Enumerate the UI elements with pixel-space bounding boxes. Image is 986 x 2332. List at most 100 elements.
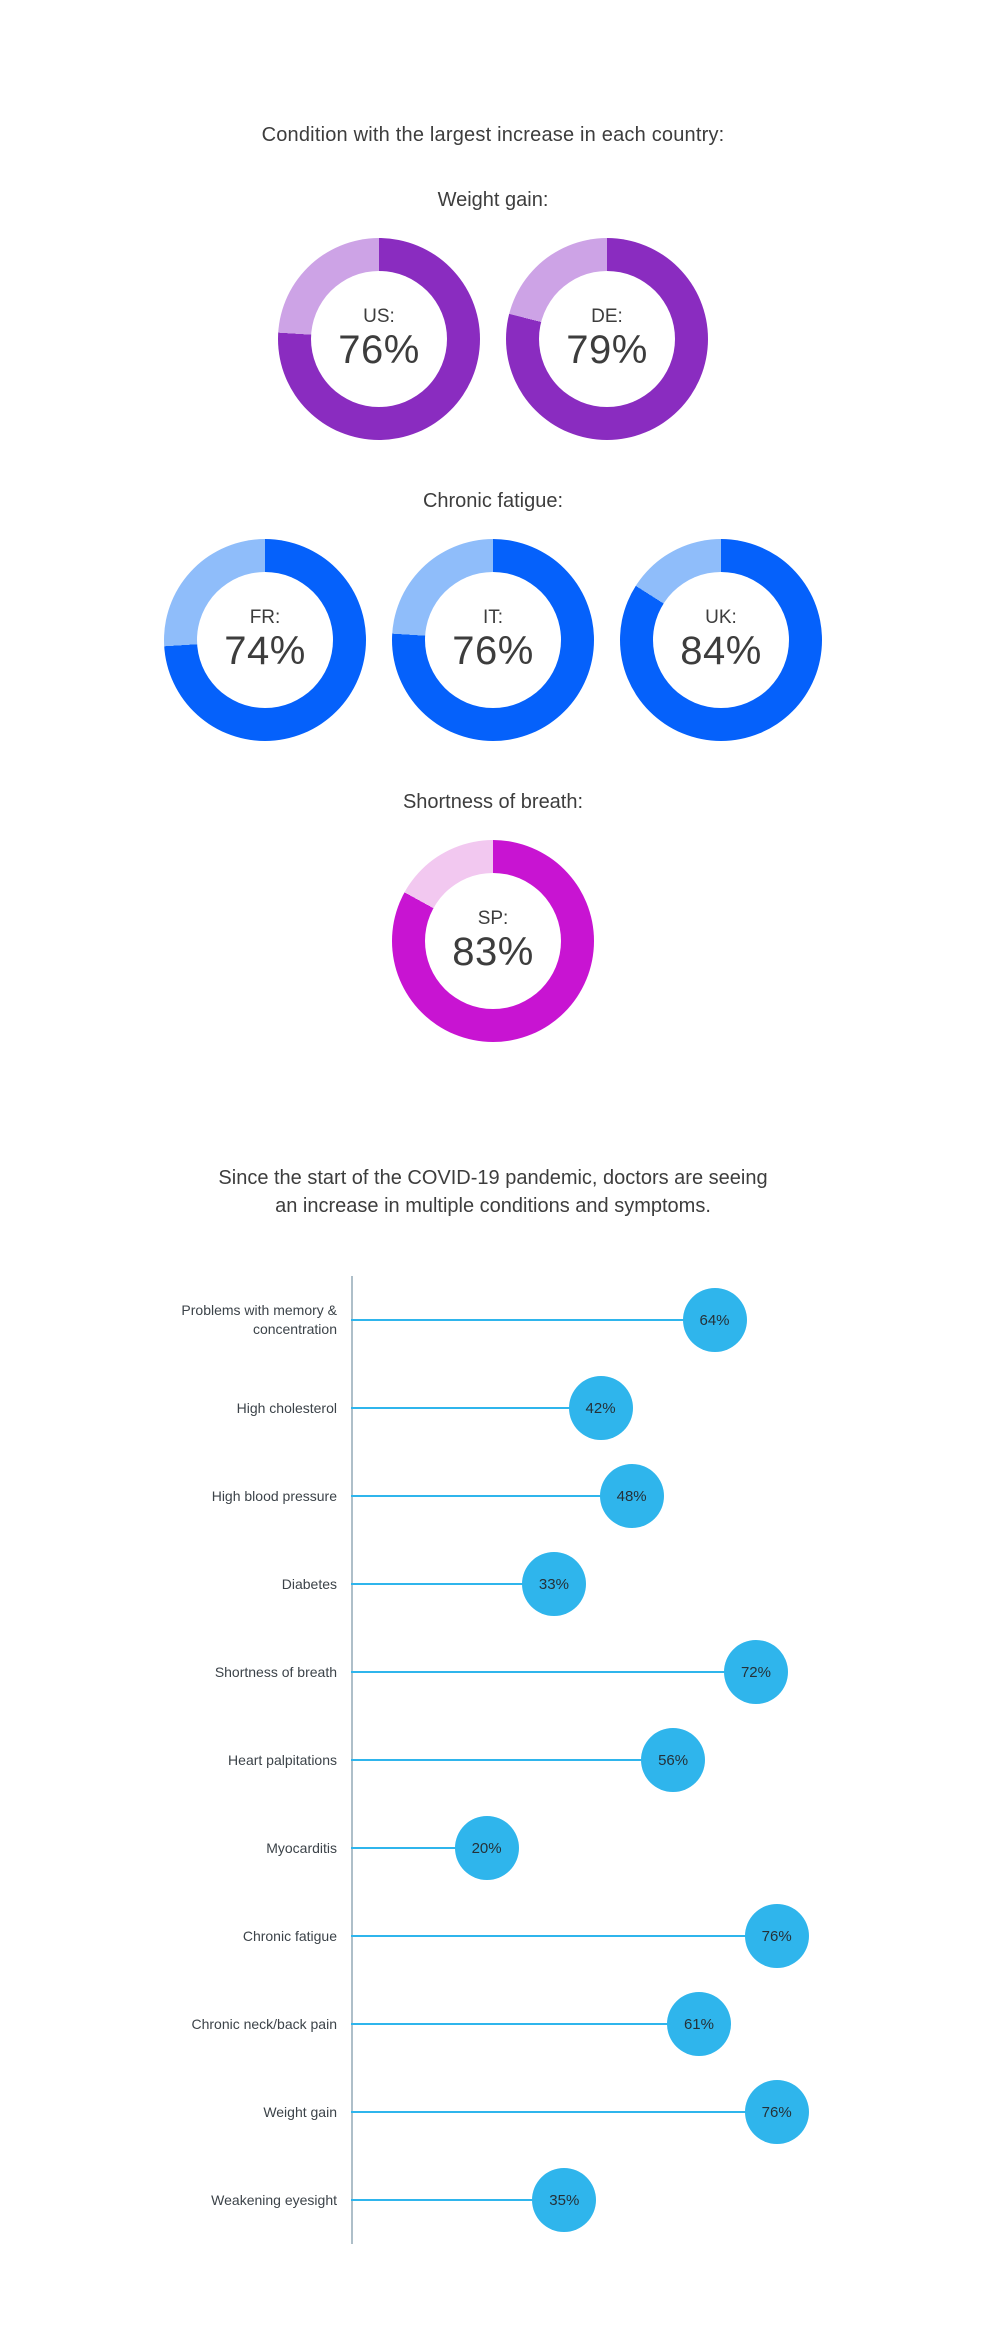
lollipop-bubble: 20% (454, 1816, 519, 1880)
lollipop-row: Diabetes 33% (42, 1540, 944, 1628)
donut-value: 76% (452, 629, 534, 674)
lollipop-category-label: High cholesterol (236, 1399, 337, 1416)
lollipop-category: Problems with memory & concentration (42, 1301, 351, 1339)
lollipop-value: 33% (538, 1575, 569, 1593)
lollipop-row: Weakening eyesight 35% (42, 2156, 944, 2244)
condition-heading: Shortness of breath: (402, 791, 584, 813)
lollipop-stick (351, 1583, 554, 1585)
lollipop-stick (351, 2199, 565, 2201)
lollipop-row: Chronic neck/back pain 61% (42, 1980, 944, 2068)
lollipop-stick (351, 1495, 632, 1497)
lollipop-row: Shortness of breath 72% (42, 1628, 944, 1716)
lollipop-intro: Since the start of the COVID-19 pandemic… (0, 1164, 986, 1220)
lollipop-plot: 35% (351, 2156, 944, 2244)
donut-hole: SP: 83% (425, 873, 561, 1009)
lollipop-category-label: Heart palpitations (228, 1751, 337, 1768)
lollipop-row: High blood pressure 48% (42, 1452, 944, 1540)
donut-sections: Weight gain: US: 76% DE: 79% Chronic fatigue:… (0, 189, 986, 1042)
lollipop-category-label: Myocarditis (266, 1839, 337, 1856)
condition-heading: Weight gain: (437, 189, 549, 211)
lollipop-value: 76% (761, 2103, 792, 2121)
lollipop-plot: 33% (351, 1540, 944, 1628)
lollipop-value: 76% (761, 1927, 792, 1945)
lollipop-row: Weight gain 76% (42, 2068, 944, 2156)
lollipop-chart: Problems with memory & concentration 64% H… (42, 1276, 944, 2244)
lollipop-value: 61% (683, 2015, 714, 2033)
lollipop-plot: 42% (351, 1364, 944, 1452)
lollipop-row: Myocarditis 20% (42, 1804, 944, 1892)
lollipop-stick (351, 1671, 756, 1673)
lollipop-bubble: 61% (666, 1992, 731, 2056)
lollipop-plot: 64% (351, 1276, 944, 1364)
intro-line-2: an increase in multiple conditions and s… (275, 1195, 711, 1217)
lollipop-category: Diabetes (42, 1575, 351, 1594)
lollipop-bubble: 42% (568, 1376, 633, 1440)
donut-chart: DE: 79% (506, 238, 708, 440)
lollipop-plot: 76% (351, 1892, 944, 1980)
donut-country-label: FR: (249, 606, 281, 628)
lollipop-category-label: High blood pressure (211, 1487, 337, 1504)
lollipop-stick (351, 1935, 777, 1937)
donut-section: Chronic fatigue: FR: 74% IT: 76% UK: 84% (0, 490, 986, 741)
donut-value: 74% (224, 629, 306, 674)
donut-value: 79% (566, 328, 648, 373)
lollipop-value: 64% (699, 1311, 730, 1329)
lollipop-stick (351, 1847, 487, 1849)
lollipop-row: Problems with memory & concentration 64% (42, 1276, 944, 1364)
lollipop-category: Chronic neck/back pain (42, 2015, 351, 2034)
lollipop-stick (351, 1319, 715, 1321)
lollipop-category-label: Diabetes (281, 1575, 337, 1592)
lollipop-category-label: Shortness of breath (214, 1663, 337, 1680)
donut-hole: FR: 74% (197, 572, 333, 708)
lollipop-category-label: Weakening eyesight (211, 2191, 337, 2208)
lollipop-bubble: 76% (744, 1904, 809, 1968)
donut-chart: FR: 74% (164, 539, 366, 741)
lollipop-value: 35% (549, 2191, 580, 2209)
lollipop-bubble: 64% (682, 1288, 747, 1352)
lollipop-category-label: Problems with memory & concentration (181, 1302, 337, 1337)
lollipop-stick (351, 2111, 777, 2113)
donut-row: US: 76% DE: 79% (0, 238, 986, 440)
donut-value: 83% (452, 930, 534, 975)
lollipop-category: Heart palpitations (42, 1751, 351, 1770)
lollipop-category-label: Chronic fatigue (242, 1927, 337, 1944)
donut-section: Weight gain: US: 76% DE: 79% (0, 189, 986, 440)
donut-chart: US: 76% (278, 238, 480, 440)
lollipop-row: High cholesterol 42% (42, 1364, 944, 1452)
lollipop-category: Myocarditis (42, 1839, 351, 1858)
lollipop-category: Weakening eyesight (42, 2191, 351, 2210)
intro-line-1: Since the start of the COVID-19 pandemic… (218, 1167, 768, 1189)
lollipop-category: High cholesterol (42, 1399, 351, 1418)
lollipop-value: 72% (740, 1663, 771, 1681)
donut-hole: DE: 79% (539, 271, 675, 407)
donut-country-label: US: (363, 305, 395, 327)
lollipop-rows: Problems with memory & concentration 64% H… (42, 1276, 944, 2244)
lollipop-category-label: Chronic neck/back pain (191, 2015, 337, 2032)
donut-hole: IT: 76% (425, 572, 561, 708)
lollipop-value: 20% (471, 1839, 502, 1857)
lollipop-plot: 61% (351, 1980, 944, 2068)
lollipop-stick (351, 2023, 699, 2025)
lollipop-bubble: 76% (744, 2080, 809, 2144)
donut-country-label: SP: (477, 907, 509, 929)
lollipop-row: Chronic fatigue 76% (42, 1892, 944, 1980)
donut-chart: UK: 84% (620, 539, 822, 741)
donut-row: SP: 83% (0, 840, 986, 1042)
lollipop-plot: 72% (351, 1628, 944, 1716)
lollipop-bubble: 72% (723, 1640, 788, 1704)
donut-value: 84% (680, 629, 762, 674)
lollipop-row: Heart palpitations 56% (42, 1716, 944, 1804)
lollipop-bubble: 56% (641, 1728, 706, 1792)
donut-country-label: IT: (482, 606, 504, 628)
donut-value: 76% (338, 328, 420, 373)
lollipop-value: 56% (658, 1751, 689, 1769)
lollipop-category: Chronic fatigue (42, 1927, 351, 1946)
donut-hole: US: 76% (311, 271, 447, 407)
lollipop-stick (351, 1407, 601, 1409)
lollipop-category: Weight gain (42, 2103, 351, 2122)
lollipop-plot: 76% (351, 2068, 944, 2156)
lollipop-bubble: 35% (532, 2168, 597, 2232)
lollipop-category: High blood pressure (42, 1487, 351, 1506)
donut-country-label: DE: (591, 305, 623, 327)
lollipop-plot: 56% (351, 1716, 944, 1804)
